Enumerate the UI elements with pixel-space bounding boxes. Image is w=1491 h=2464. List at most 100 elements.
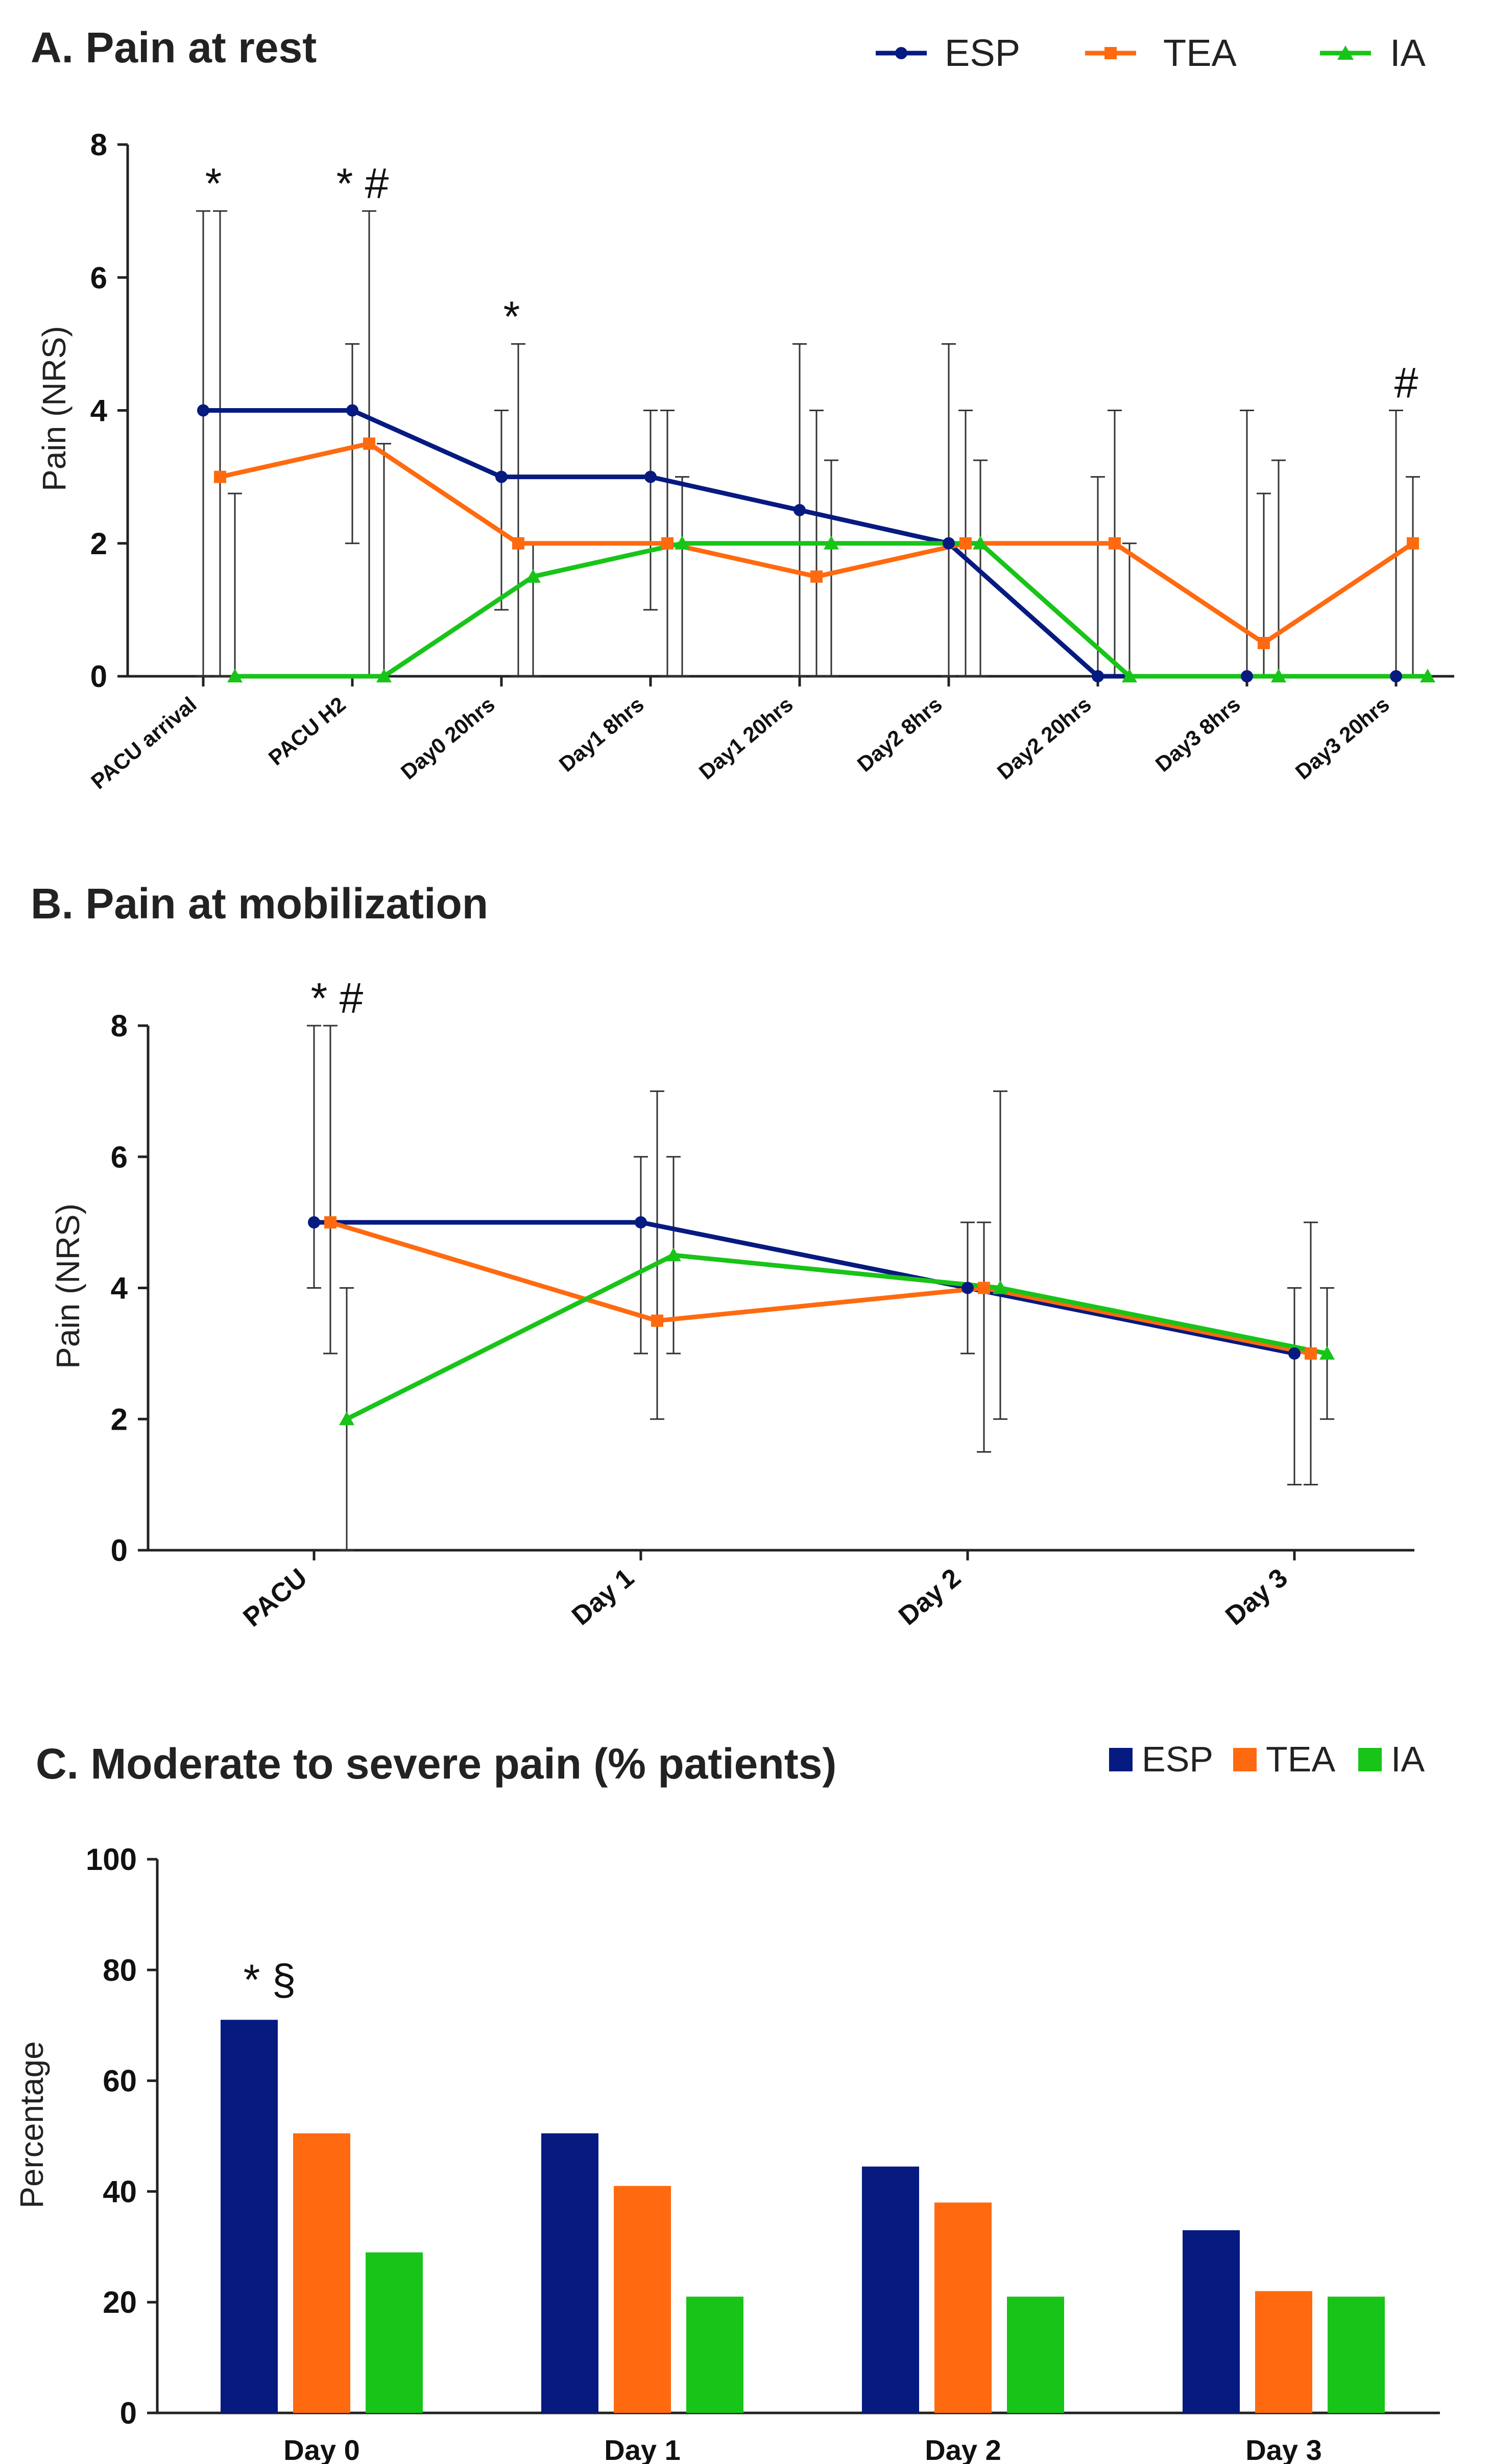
- a-xtick-label-day3-8hrs: Day3 8hrs: [1151, 692, 1245, 776]
- legend-c-ia: IA: [1358, 1739, 1425, 1779]
- panel-c-annotations: * §: [244, 1955, 296, 2003]
- b-point-esp-day-2: [961, 1282, 974, 1294]
- a-point-ia-day2-8hrs: [973, 535, 988, 550]
- b-line-ia: [345, 1252, 1328, 1421]
- a-ytick-label-8: 8: [90, 128, 107, 162]
- panel-b-title: B. Pain at mobilization: [31, 880, 488, 928]
- a-point-tea-pacu-h2: [363, 437, 375, 450]
- panel-a-annotations: * * # * #: [205, 159, 1418, 407]
- legend-c-esp-label: ESP: [1142, 1739, 1213, 1779]
- legend-a-esp-label: ESP: [945, 32, 1020, 74]
- c-bar-ia-day-0: [366, 2252, 423, 2413]
- b-point-ia-pacu: [339, 1411, 354, 1426]
- legend-c-tea: TEA: [1233, 1739, 1335, 1779]
- a-xtick-label-day0-20hrs: Day0 20hrs: [396, 692, 499, 784]
- a-point-ia-pacu-h2: [376, 669, 392, 682]
- panel-c-title: C. Moderate to severe pain (% patients): [36, 1740, 836, 1788]
- panel-a-series-lines: [203, 408, 1428, 679]
- c-bar-esp-day-0: [221, 2020, 278, 2413]
- legend-a-ia-label: IA: [1390, 32, 1426, 74]
- c-bar-esp-day-3: [1183, 2230, 1240, 2413]
- a-point-esp-day0-20hrs: [495, 470, 508, 483]
- panel-b-markers: [308, 1216, 1335, 1426]
- c-ytick-label-40: 40: [103, 2174, 137, 2209]
- panel-b-y-ticks: 0 2 4 6 8: [111, 1009, 148, 1568]
- c-xtick-label-day-0: Day 0: [283, 2434, 359, 2464]
- panel-a-x-ticks: PACU arrival PACU H2 Day0 20hrs Day1 8hrs Da…: [86, 676, 1398, 794]
- b-ytick-label-6: 6: [111, 1140, 128, 1174]
- a-point-ia-day2-20hrs: [1122, 669, 1137, 682]
- legend-c-esp: ESP: [1109, 1739, 1213, 1779]
- panel-b-x-ticks: PACU Day 1 Day 2 Day 3: [238, 1550, 1296, 1632]
- a-point-tea-day2-8hrs: [959, 537, 972, 550]
- a-point-ia-day0-20hrs: [525, 568, 541, 583]
- a-point-tea-day0-20hrs: [512, 537, 524, 550]
- panel-a-ylabel: Pain (NRS): [36, 326, 73, 491]
- b-annotation-pacu: * #: [311, 974, 364, 1022]
- b-point-tea-day-3: [1305, 1347, 1317, 1360]
- b-point-tea-pacu: [324, 1216, 336, 1229]
- a-point-esp-day1-8hrs: [644, 470, 657, 483]
- b-point-ia-day-3: [1319, 1345, 1335, 1360]
- c-xtick-label-day-3: Day 3: [1245, 2434, 1321, 2464]
- a-point-tea-day3-8hrs: [1258, 636, 1270, 649]
- legend-a-tea: TEA: [1085, 32, 1237, 74]
- panel-c-legend: ESP TEA IA: [1109, 1739, 1425, 1779]
- b-ytick-label-0: 0: [111, 1533, 128, 1568]
- a-xtick-label-day1-20hrs: Day1 20hrs: [694, 692, 798, 784]
- b-ytick-label-2: 2: [111, 1402, 128, 1436]
- c-ytick-label-60: 60: [103, 2064, 137, 2098]
- a-point-ia-day3-8hrs: [1271, 669, 1286, 682]
- c-ytick-label-20: 20: [103, 2285, 137, 2319]
- legend-a-tea-label: TEA: [1163, 32, 1237, 74]
- panel-c-bars: [221, 2020, 1385, 2413]
- c-bar-tea-day-0: [293, 2133, 350, 2413]
- a-point-tea-day2-20hrs: [1109, 537, 1121, 550]
- b-point-ia-day-2: [993, 1280, 1008, 1294]
- b-xtick-label-day-2: Day 2: [893, 1563, 967, 1631]
- a-ytick-label-4: 4: [90, 394, 108, 428]
- a-annotation-day3-20hrs: #: [1394, 359, 1418, 407]
- a-annotation-pacu-arrival: *: [205, 159, 222, 207]
- b-xtick-label-day-1: Day 1: [566, 1563, 640, 1631]
- a-annotation-day0-20hrs: *: [503, 292, 520, 340]
- a-xtick-label-day2-8hrs: Day2 8hrs: [853, 692, 947, 776]
- b-point-ia-day-1: [666, 1247, 681, 1262]
- a-point-tea-day3-20hrs: [1407, 537, 1419, 550]
- b-line-esp: [314, 1220, 1295, 1356]
- c-annotation-day-0: * §: [244, 1955, 296, 2003]
- b-point-esp-day-1: [635, 1216, 647, 1229]
- b-point-esp-pacu: [308, 1216, 320, 1229]
- a-point-ia-pacu-arrival: [227, 669, 243, 682]
- a-xtick-label-day2-20hrs: Day2 20hrs: [993, 692, 1096, 784]
- a-ytick-label-6: 6: [90, 260, 107, 295]
- a-point-ia-day1-20hrs: [824, 535, 839, 550]
- c-bar-ia-day-3: [1328, 2296, 1385, 2413]
- a-point-esp-day1-20hrs: [793, 504, 806, 516]
- c-bar-esp-day-1: [541, 2133, 598, 2413]
- c-bar-tea-day-3: [1255, 2291, 1312, 2413]
- b-point-esp-day-3: [1288, 1347, 1301, 1360]
- legend-a-esp: ESP: [876, 32, 1020, 74]
- c-xtick-label-day-1: Day 1: [604, 2434, 680, 2464]
- c-bar-tea-day-1: [614, 2186, 671, 2413]
- c-bar-ia-day-1: [686, 2296, 743, 2413]
- c-ytick-label-100: 100: [86, 1842, 137, 1877]
- a-ytick-label-0: 0: [90, 659, 107, 694]
- panel-a-title: A. Pain at rest: [31, 23, 317, 72]
- panel-a-pain-at-rest: A. Pain at rest ESP TEA IA Pain (NRS) 0 2…: [31, 23, 1454, 794]
- b-ytick-label-8: 8: [111, 1009, 128, 1043]
- a-point-esp-day2-8hrs: [943, 537, 955, 550]
- c-bar-tea-day-2: [934, 2202, 992, 2413]
- b-point-tea-day-2: [978, 1282, 990, 1294]
- legend-c-ia-label: IA: [1391, 1739, 1425, 1779]
- panel-b-pain-at-mobilization: B. Pain at mobilization Pain (NRS) 0 2 4 6 8…: [31, 880, 1414, 1632]
- a-annotation-pacu-h2: * #: [336, 159, 389, 207]
- a-point-tea-pacu-arrival: [214, 470, 226, 483]
- panel-c-x-ticks: Day 0 Day 1 Day 2 Day 3: [283, 2434, 1321, 2464]
- a-xtick-label-pacu-arrival: PACU arrival: [86, 692, 201, 794]
- a-point-ia-day1-8hrs: [675, 535, 690, 550]
- a-point-esp-day3-8hrs: [1241, 670, 1253, 682]
- c-xtick-label-day-2: Day 2: [925, 2434, 1001, 2464]
